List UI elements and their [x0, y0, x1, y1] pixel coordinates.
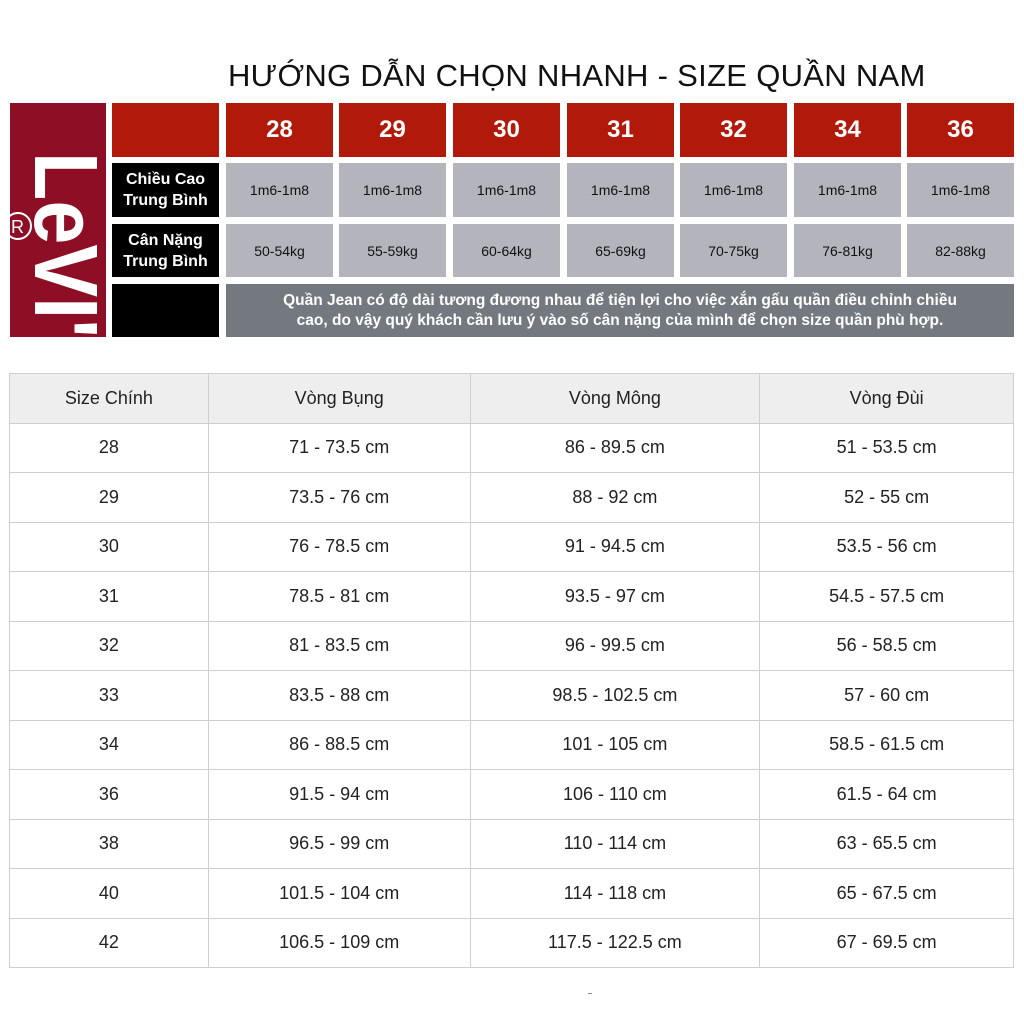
table-cell: 91.5 - 94 cm	[207, 769, 471, 820]
weight-value: 82-88kg	[907, 224, 1014, 277]
weight-label: Cân Nặng Trung Bình	[112, 224, 219, 277]
table-cell: 96 - 99.5 cm	[469, 620, 761, 671]
table-row: 34 86 - 88.5 cm 101 - 105 cm 58.5 - 61.5 cm	[9, 719, 1014, 770]
table-cell: 117.5 - 122.5 cm	[469, 917, 761, 968]
table-cell: 91 - 94.5 cm	[469, 521, 761, 572]
table-cell: 73.5 - 76 cm	[207, 472, 471, 523]
table-cell: 34	[9, 719, 209, 770]
size-header: 30	[453, 103, 560, 157]
height-value: 1m6-1m8	[339, 163, 446, 217]
table-cell: 61.5 - 64 cm	[759, 769, 1014, 820]
table-cell: 81 - 83.5 cm	[207, 620, 471, 671]
table-cell: 114 - 118 cm	[469, 868, 761, 919]
weight-value: 50-54kg	[226, 224, 333, 277]
column-header: Vòng Mông	[469, 373, 761, 424]
table-cell: 56 - 58.5 cm	[759, 620, 1014, 671]
table-cell: 83.5 - 88 cm	[207, 670, 471, 721]
column-header: Vòng Bụng	[207, 373, 471, 424]
height-value: 1m6-1m8	[567, 163, 674, 217]
weight-value: 55-59kg	[339, 224, 446, 277]
table-cell: 76 - 78.5 cm	[207, 521, 471, 572]
table-cell: 58.5 - 61.5 cm	[759, 719, 1014, 770]
stray-mark	[588, 993, 592, 994]
table-cell: 63 - 65.5 cm	[759, 818, 1014, 869]
size-table: Size Chính Vòng Bụng Vòng Mông Vòng Đùi 28 7…	[9, 373, 1014, 968]
size-header: 28	[226, 103, 333, 157]
table-cell: 101 - 105 cm	[469, 719, 761, 770]
table-cell: 110 - 114 cm	[469, 818, 761, 869]
table-cell: 93.5 - 97 cm	[469, 571, 761, 622]
table-row: 38 96.5 - 99 cm 110 - 114 cm 63 - 65.5 cm	[9, 818, 1014, 869]
table-cell: 86 - 89.5 cm	[469, 422, 761, 473]
table-row: 32 81 - 83.5 cm 96 - 99.5 cm 56 - 58.5 cm	[9, 620, 1014, 671]
size-header: 32	[680, 103, 787, 157]
height-value: 1m6-1m8	[907, 163, 1014, 217]
levis-logo: LeVI's R	[4, 103, 115, 382]
weight-value: 65-69kg	[567, 224, 674, 277]
table-cell: 67 - 69.5 cm	[759, 917, 1014, 968]
size-header: 34	[794, 103, 901, 157]
size-header: 29	[339, 103, 446, 157]
table-cell: 78.5 - 81 cm	[207, 571, 471, 622]
table-cell: 65 - 67.5 cm	[759, 868, 1014, 919]
table-row: 28 71 - 73.5 cm 86 - 89.5 cm 51 - 53.5 cm	[9, 422, 1014, 473]
svg-text:LeVI's: LeVI's	[15, 152, 106, 337]
table-cell: 29	[9, 472, 209, 523]
table-row: 40 101.5 - 104 cm 114 - 118 cm 65 - 67.5 cm	[9, 868, 1014, 919]
table-cell: 101.5 - 104 cm	[207, 868, 471, 919]
table-cell: 86 - 88.5 cm	[207, 719, 471, 770]
height-value: 1m6-1m8	[226, 163, 333, 217]
table-row: 31 78.5 - 81 cm 93.5 - 97 cm 54.5 - 57.5 cm	[9, 571, 1014, 622]
table-cell: 33	[9, 670, 209, 721]
table-cell: 38	[9, 818, 209, 869]
weight-value: 76-81kg	[794, 224, 901, 277]
table-row: 36 91.5 - 94 cm 106 - 110 cm 61.5 - 64 cm	[9, 769, 1014, 820]
size-header: 31	[567, 103, 674, 157]
column-header: Vòng Đùi	[759, 373, 1014, 424]
column-header: Size Chính	[9, 373, 209, 424]
table-cell: 96.5 - 99 cm	[207, 818, 471, 869]
table-cell: 106 - 110 cm	[469, 769, 761, 820]
table-cell: 53.5 - 56 cm	[759, 521, 1014, 572]
table-cell: 54.5 - 57.5 cm	[759, 571, 1014, 622]
table-row: 42 106.5 - 109 cm 117.5 - 122.5 cm 67 - 69.…	[9, 917, 1014, 968]
height-value: 1m6-1m8	[453, 163, 560, 217]
header-corner	[112, 103, 219, 157]
table-cell: 40	[9, 868, 209, 919]
note-corner	[112, 284, 219, 337]
height-value: 1m6-1m8	[794, 163, 901, 217]
table-cell: 52 - 55 cm	[759, 472, 1014, 523]
table-row: 30 76 - 78.5 cm 91 - 94.5 cm 53.5 - 56 cm	[9, 521, 1014, 572]
table-row: 29 73.5 - 76 cm 88 - 92 cm 52 - 55 cm	[9, 472, 1014, 523]
table-cell: 36	[9, 769, 209, 820]
table-row: 33 83.5 - 88 cm 98.5 - 102.5 cm 57 - 60 cm	[9, 670, 1014, 721]
table-cell: 28	[9, 422, 209, 473]
table-cell: 51 - 53.5 cm	[759, 422, 1014, 473]
table-cell: 30	[9, 521, 209, 572]
table-cell: 31	[9, 571, 209, 622]
table-cell: 32	[9, 620, 209, 671]
table-cell: 57 - 60 cm	[759, 670, 1014, 721]
table-cell: 98.5 - 102.5 cm	[469, 670, 761, 721]
table-cell: 71 - 73.5 cm	[207, 422, 471, 473]
table-cell: 106.5 - 109 cm	[207, 917, 471, 968]
note-text: Quần Jean có độ dài tương đương nhau để …	[226, 284, 1014, 337]
svg-text:R: R	[11, 217, 24, 237]
table-cell: 42	[9, 917, 209, 968]
weight-value: 60-64kg	[453, 224, 560, 277]
weight-value: 70-75kg	[680, 224, 787, 277]
height-value: 1m6-1m8	[680, 163, 787, 217]
page-title: HƯỚNG DẪN CHỌN NHANH - SIZE QUẦN NAM	[228, 58, 926, 93]
table-cell: 88 - 92 cm	[469, 472, 761, 523]
height-label: Chiều Cao Trung Bình	[112, 163, 219, 217]
size-header: 36	[907, 103, 1014, 157]
